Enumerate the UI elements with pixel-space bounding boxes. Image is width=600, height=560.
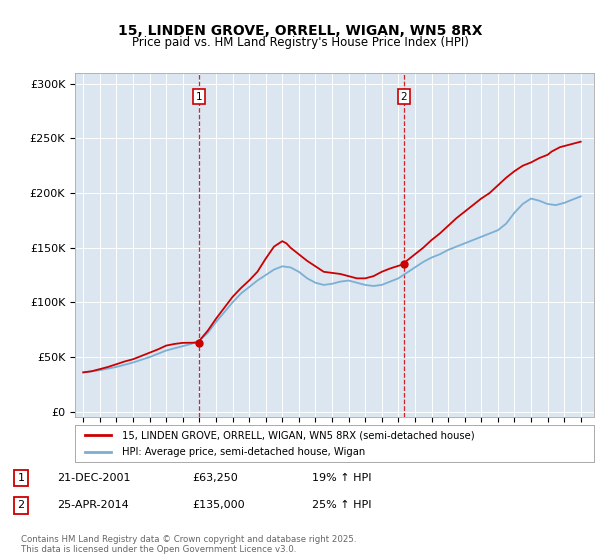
Text: 1: 1: [196, 92, 202, 102]
Text: Price paid vs. HM Land Registry's House Price Index (HPI): Price paid vs. HM Land Registry's House …: [131, 36, 469, 49]
Text: 15, LINDEN GROVE, ORRELL, WIGAN, WN5 8RX: 15, LINDEN GROVE, ORRELL, WIGAN, WN5 8RX: [118, 25, 482, 38]
Text: £63,250: £63,250: [192, 473, 238, 483]
Text: 1: 1: [17, 473, 25, 483]
Text: 25-APR-2014: 25-APR-2014: [57, 501, 129, 511]
Text: 19% ↑ HPI: 19% ↑ HPI: [312, 473, 371, 483]
Text: 21-DEC-2001: 21-DEC-2001: [57, 473, 131, 483]
Text: 15, LINDEN GROVE, ORRELL, WIGAN, WN5 8RX (semi-detached house): 15, LINDEN GROVE, ORRELL, WIGAN, WN5 8RX…: [122, 430, 475, 440]
Text: 2: 2: [400, 92, 407, 102]
Text: 2: 2: [17, 501, 25, 511]
Text: HPI: Average price, semi-detached house, Wigan: HPI: Average price, semi-detached house,…: [122, 447, 365, 457]
Text: Contains HM Land Registry data © Crown copyright and database right 2025.
This d: Contains HM Land Registry data © Crown c…: [21, 535, 356, 554]
Text: £135,000: £135,000: [192, 501, 245, 511]
Text: 25% ↑ HPI: 25% ↑ HPI: [312, 501, 371, 511]
